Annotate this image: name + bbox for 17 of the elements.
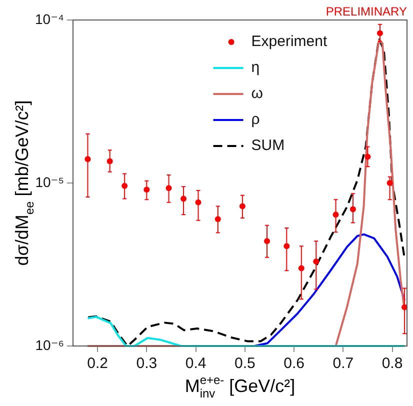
text: PRELIMINARY xyxy=(326,4,407,18)
x-tick-label: 0.7 xyxy=(332,355,354,372)
y-tick-label: 10⁻⁵ xyxy=(35,174,64,190)
x-tick-label: 0.5 xyxy=(234,355,256,372)
legend-label: SUM xyxy=(251,137,285,154)
x-tick-label: 0.2 xyxy=(87,355,108,372)
legend-label: η xyxy=(251,59,260,76)
legend-label: ω xyxy=(251,85,264,102)
y-axis-title: dσ/dMee [mb/GeV/c²] xyxy=(12,100,36,266)
legend-label: Experiment xyxy=(251,33,328,50)
y-tick-label: 10⁻⁴ xyxy=(35,10,64,27)
y-tick-label: 10⁻⁶ xyxy=(35,336,64,353)
x-tick-label: 0.8 xyxy=(382,355,403,372)
x-tick-label: 0.4 xyxy=(185,355,206,372)
x-tick-label: 0.6 xyxy=(284,355,304,372)
x-tick-label: 0.3 xyxy=(136,355,158,372)
legend-label: ρ xyxy=(251,111,260,128)
